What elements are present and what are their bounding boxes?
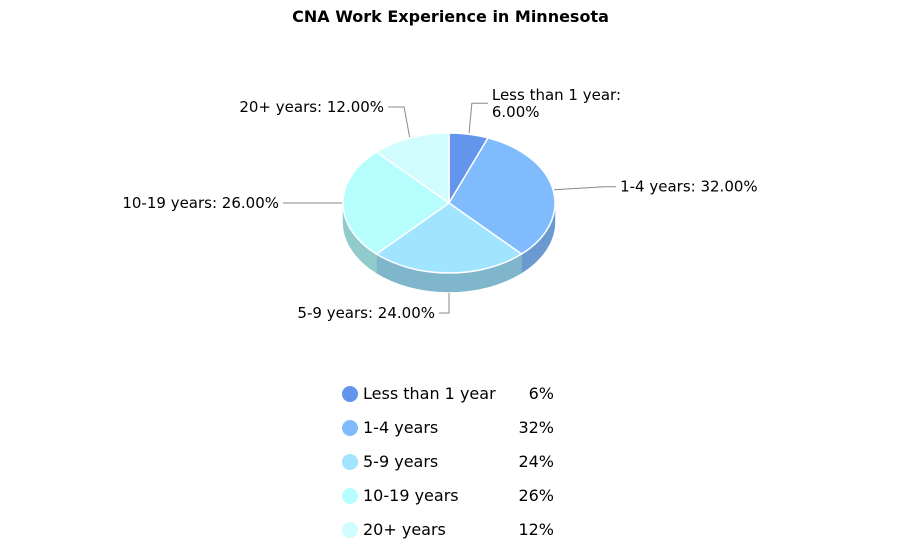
leader-line-1 xyxy=(554,186,617,191)
leader-line-2 xyxy=(439,293,450,314)
legend-label: 5-9 years xyxy=(363,452,439,471)
legend: Less than 1 year 6% 1-4 years 32% 5-9 years 2… xyxy=(340,383,580,553)
pie-slice-2[interactable] xyxy=(375,202,523,274)
pie-label-line: Less than 1 year: xyxy=(492,86,621,104)
pie-label-line: 5-9 years: 24.00% xyxy=(297,304,435,322)
leader-line-0 xyxy=(468,102,488,134)
pie-label-1: 1-4 years: 32.00% xyxy=(620,178,758,196)
legend-swatch xyxy=(342,488,358,504)
pie-slices xyxy=(342,132,556,274)
legend-value: 12% xyxy=(518,520,554,539)
pie-leader-lines xyxy=(283,102,617,314)
pie-label-0: Less than 1 year: 6.00% xyxy=(492,86,621,121)
legend-swatch xyxy=(342,420,358,436)
legend-value: 24% xyxy=(518,452,554,471)
pie-label-3: 10-19 years: 26.00% xyxy=(122,194,279,212)
legend-item[interactable]: 20+ years 12% xyxy=(340,519,580,553)
pie-labels: Less than 1 year: 6.00% 1-4 years: 32.00% 5… xyxy=(122,86,757,322)
pie-label-line: 1-4 years: 32.00% xyxy=(620,178,758,196)
chart-title: CNA Work Experience in Minnesota xyxy=(292,7,609,26)
legend-value: 32% xyxy=(518,418,554,437)
legend-item[interactable]: 10-19 years 26% xyxy=(340,485,580,519)
pie-label-line: 6.00% xyxy=(492,103,540,121)
leader-line-4 xyxy=(388,106,411,138)
pie-slice-4[interactable] xyxy=(375,132,450,204)
pie-label-line: 20+ years: 12.00% xyxy=(239,98,384,116)
legend-item[interactable]: 5-9 years 24% xyxy=(340,451,580,485)
pie-label-4: 20+ years: 12.00% xyxy=(239,98,384,116)
pie-label-2: 5-9 years: 24.00% xyxy=(297,304,435,322)
legend-label: Less than 1 year xyxy=(363,384,496,403)
pie-label-line: 10-19 years: 26.00% xyxy=(122,194,279,212)
legend-swatch xyxy=(342,454,358,470)
legend-item[interactable]: Less than 1 year 6% xyxy=(340,383,580,417)
legend-swatch xyxy=(342,386,358,402)
legend-value: 26% xyxy=(518,486,554,505)
legend-label: 1-4 years xyxy=(363,418,439,437)
legend-label: 20+ years xyxy=(363,520,446,539)
legend-item[interactable]: 1-4 years 32% xyxy=(340,417,580,451)
pie-slice-3[interactable] xyxy=(342,151,450,255)
legend-swatch xyxy=(342,522,358,538)
legend-value: 6% xyxy=(528,384,554,403)
pie-slice-1[interactable] xyxy=(448,137,556,255)
legend-label: 10-19 years xyxy=(363,486,459,505)
